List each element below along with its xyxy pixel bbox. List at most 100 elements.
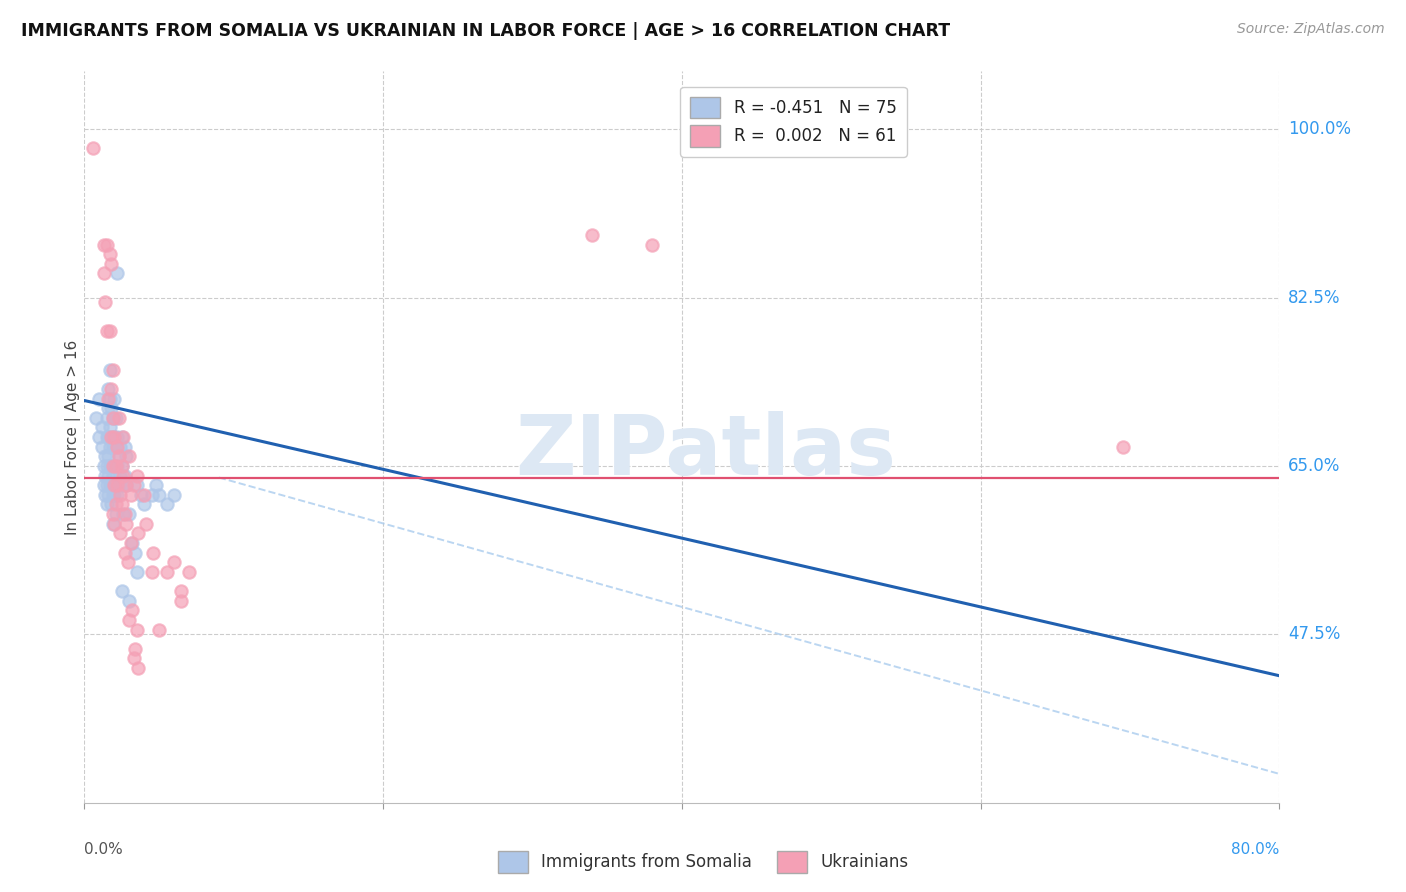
Point — [148, 623, 170, 637]
Text: Source: ZipAtlas.com: Source: ZipAtlas.com — [1237, 22, 1385, 37]
Point — [110, 526, 132, 541]
Point — [101, 458, 124, 473]
Legend: Immigrants from Somalia, Ukrainians: Immigrants from Somalia, Ukrainians — [491, 845, 915, 880]
Point — [100, 458, 122, 473]
Point — [98, 324, 121, 338]
Point — [93, 478, 115, 492]
Point — [96, 478, 118, 492]
Point — [96, 324, 118, 338]
Point — [112, 478, 135, 492]
Point — [141, 488, 163, 502]
Point — [145, 478, 167, 492]
Point — [94, 295, 117, 310]
Point — [100, 498, 122, 512]
Point — [98, 247, 121, 261]
Point — [111, 458, 134, 473]
Point — [103, 430, 125, 444]
Point — [97, 382, 120, 396]
Text: 47.5%: 47.5% — [1288, 625, 1340, 643]
Point — [118, 450, 141, 464]
Point — [98, 458, 121, 473]
Point — [105, 478, 128, 492]
Point — [101, 410, 124, 425]
Point — [96, 430, 118, 444]
Point — [114, 545, 136, 559]
Point — [97, 450, 120, 464]
Point — [115, 450, 138, 464]
Point — [93, 237, 115, 252]
Point — [104, 458, 127, 473]
Point — [93, 458, 115, 473]
Point — [115, 478, 138, 492]
Point — [135, 516, 157, 531]
Point — [112, 468, 135, 483]
Point — [101, 488, 124, 502]
Point — [121, 603, 143, 617]
Point — [97, 468, 120, 483]
Point — [98, 362, 121, 376]
Point — [97, 430, 120, 444]
Point — [103, 458, 125, 473]
Point — [86, 410, 108, 425]
Point — [120, 536, 142, 550]
Point — [120, 488, 142, 502]
Point — [111, 584, 134, 599]
Point — [107, 450, 129, 464]
Point — [94, 468, 117, 483]
Point — [170, 584, 193, 599]
Point — [127, 661, 149, 675]
Point — [114, 440, 136, 454]
Point — [1111, 440, 1133, 454]
Point — [111, 430, 134, 444]
Point — [118, 507, 141, 521]
Point — [98, 440, 121, 454]
Point — [127, 526, 149, 541]
Point — [115, 478, 138, 492]
Point — [125, 623, 148, 637]
Point — [641, 237, 664, 252]
Point — [97, 392, 120, 406]
Point — [132, 488, 156, 502]
Point — [100, 430, 122, 444]
Point — [101, 507, 124, 521]
Point — [94, 450, 117, 464]
Point — [125, 478, 148, 492]
Point — [141, 565, 163, 579]
Point — [117, 555, 139, 569]
Point — [98, 478, 121, 492]
Point — [125, 565, 148, 579]
Point — [96, 410, 118, 425]
Point — [103, 392, 125, 406]
Point — [103, 430, 125, 444]
Text: 80.0%: 80.0% — [1232, 842, 1279, 856]
Y-axis label: In Labor Force | Age > 16: In Labor Force | Age > 16 — [65, 340, 82, 534]
Point — [114, 507, 136, 521]
Point — [94, 488, 117, 502]
Point — [124, 545, 146, 559]
Point — [148, 488, 170, 502]
Point — [104, 498, 127, 512]
Point — [100, 257, 122, 271]
Point — [132, 498, 156, 512]
Point — [101, 410, 124, 425]
Point — [163, 488, 186, 502]
Point — [107, 450, 129, 464]
Point — [122, 651, 145, 665]
Text: 65.0%: 65.0% — [1288, 457, 1340, 475]
Point — [101, 362, 124, 376]
Point — [104, 507, 127, 521]
Point — [100, 382, 122, 396]
Point — [97, 488, 120, 502]
Point — [129, 488, 152, 502]
Text: 100.0%: 100.0% — [1288, 120, 1351, 138]
Point — [105, 488, 128, 502]
Point — [105, 440, 128, 454]
Text: 0.0%: 0.0% — [84, 842, 124, 856]
Point — [170, 593, 193, 607]
Point — [155, 565, 177, 579]
Point — [96, 498, 118, 512]
Point — [97, 401, 120, 416]
Point — [121, 536, 143, 550]
Point — [89, 392, 111, 406]
Point — [107, 410, 129, 425]
